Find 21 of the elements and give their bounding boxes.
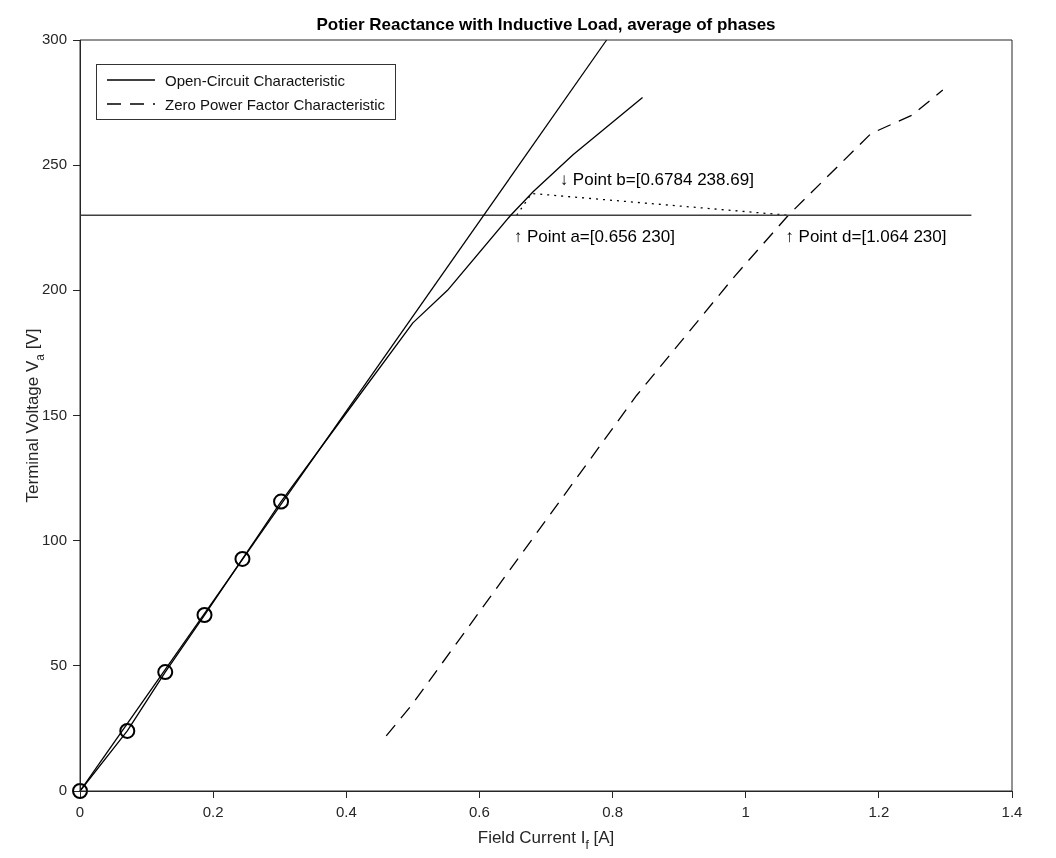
x-tick-label: 1.2 (868, 803, 890, 821)
y-tick-label: 0 (58, 781, 68, 799)
y-tick-label: 300 (42, 30, 68, 48)
x-tick-label: 0.4 (335, 803, 357, 821)
chart-title: Potier Reactance with Inductive Load, average of phases (316, 15, 776, 35)
x-tick-label: 1.4 (1001, 803, 1023, 821)
annotation: ↑ Point d=[1.064 230] (785, 226, 947, 246)
x-tick-label: 0 (75, 803, 85, 821)
y-tick-label: 250 (42, 155, 68, 173)
y-tick-label: 100 (42, 530, 68, 548)
y-tick-label: 200 (42, 280, 68, 298)
x-tick-label: 1 (741, 803, 750, 821)
legend-label: Zero Power Factor Characteristic (165, 95, 386, 113)
x-tick-label: 0.8 (602, 803, 624, 821)
x-tick-label: 0.2 (202, 803, 224, 821)
y-tick-label: 150 (42, 405, 68, 423)
annotation: ↑ Point a=[0.656 230] (513, 226, 675, 246)
x-tick-label: 0.6 (469, 803, 490, 821)
annotation: ↓ Point b=[0.6784 238.69] (559, 170, 754, 190)
y-tick-label: 50 (50, 655, 68, 673)
legend-label: Open-Circuit Characteristic (165, 71, 346, 89)
